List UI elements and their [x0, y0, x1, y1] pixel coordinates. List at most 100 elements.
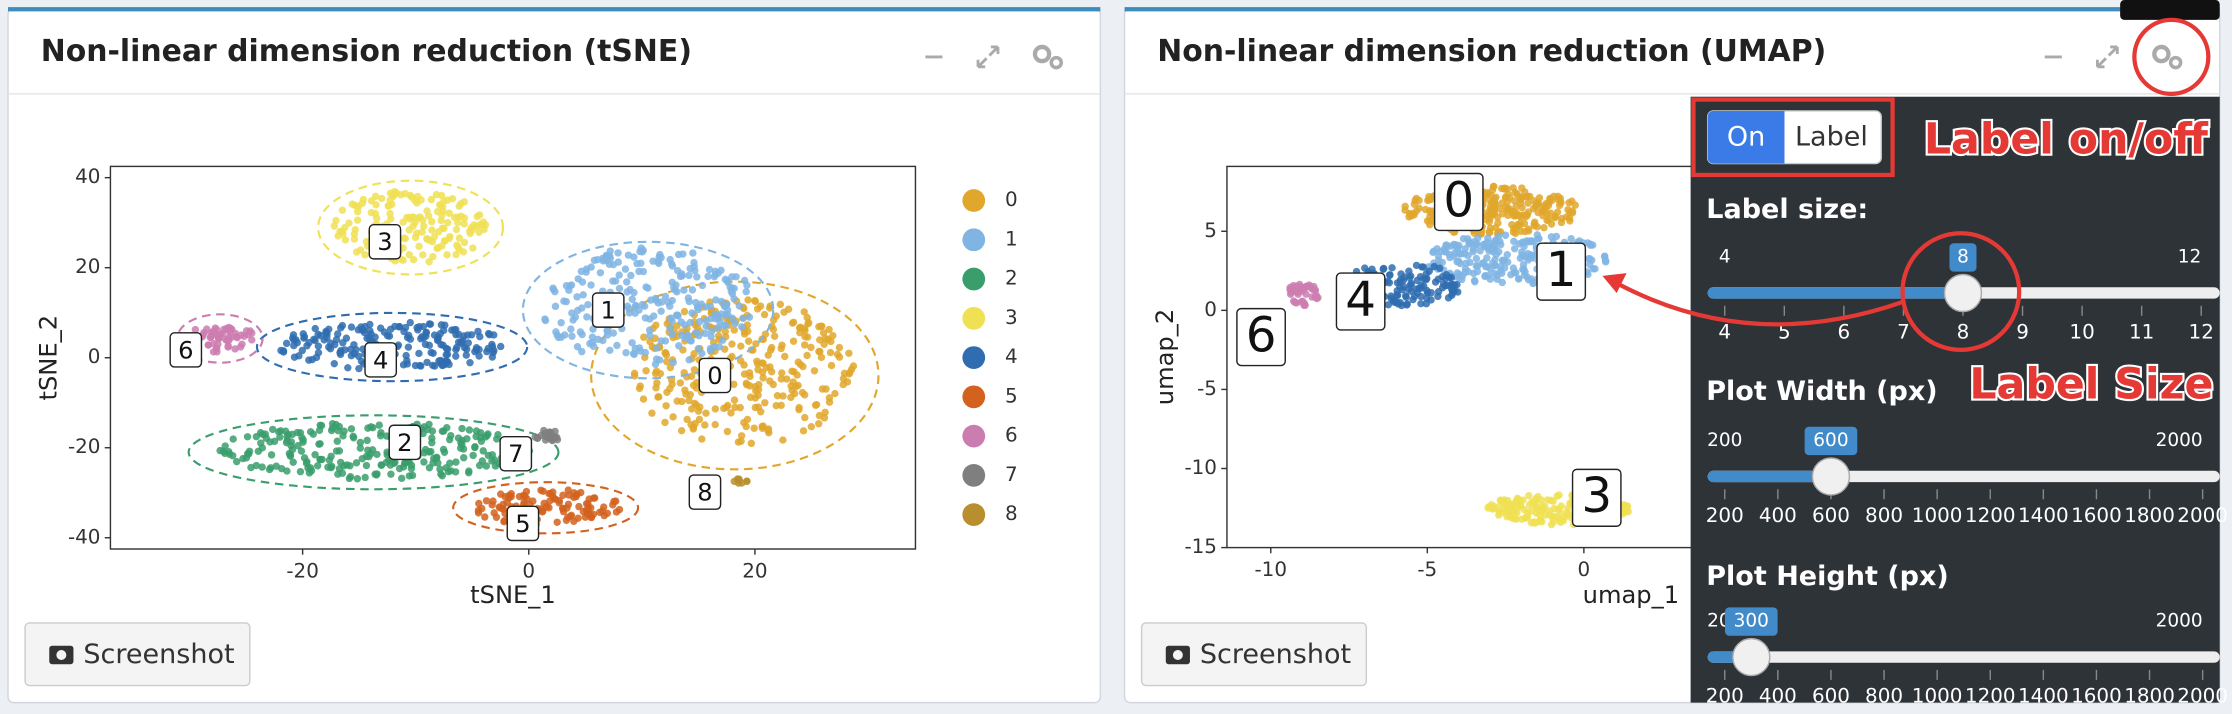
cluster-label-box [688, 474, 722, 510]
legend-label: 0 [1005, 188, 1018, 211]
slider-fill [1707, 287, 1963, 299]
cell-point [1529, 279, 1537, 288]
cell-point [411, 361, 420, 370]
cell-point [686, 336, 695, 345]
cell-point [744, 337, 753, 345]
toggle-off-label[interactable]: Label [1795, 121, 1868, 152]
slider-tick-label: 6 [1838, 320, 1851, 343]
cell-point [781, 352, 789, 361]
cell-point [685, 271, 693, 280]
button-label[interactable]: Screenshot [1200, 639, 1351, 670]
slider-tick-label: 800 [1865, 684, 1903, 707]
cell-point [657, 307, 665, 315]
cell-point [348, 200, 356, 208]
cell-point [1516, 199, 1525, 207]
settings-icon[interactable] [2152, 44, 2171, 64]
cell-point [1502, 193, 1510, 201]
cell-point [623, 278, 631, 286]
screenshot-button[interactable] [1140, 622, 1368, 687]
slider-handle[interactable] [1943, 273, 1983, 313]
cell-point [316, 440, 324, 448]
cell-point [460, 214, 469, 222]
cell-point [737, 342, 745, 350]
cell-point [680, 307, 689, 316]
slider-value: 8 [1957, 246, 1969, 267]
cell-point [452, 250, 460, 259]
cell-point [492, 513, 501, 521]
cell-point [356, 438, 365, 447]
cell-point [493, 435, 501, 443]
cell-point [779, 436, 787, 444]
cell-point [789, 318, 798, 326]
cell-point [1565, 214, 1574, 222]
expand-icon[interactable] [976, 45, 1000, 69]
cell-point [706, 346, 715, 355]
cell-point [439, 341, 447, 350]
cell-point [635, 384, 644, 393]
cell-point [383, 331, 392, 340]
slider-handle[interactable] [1811, 457, 1851, 496]
cluster-label: 7 [508, 440, 523, 468]
cell-point [707, 332, 715, 341]
cell-point [465, 467, 473, 475]
cell-point [416, 213, 424, 221]
cell-point [540, 426, 548, 435]
cell-point [425, 258, 433, 266]
cell-point [353, 475, 362, 483]
screenshot-button[interactable] [24, 622, 251, 687]
cell-point [355, 364, 363, 373]
cell-point [472, 346, 481, 354]
button-label[interactable]: Screenshot [83, 639, 234, 670]
cell-point [305, 356, 313, 364]
cell-point [673, 266, 682, 275]
slider-value: 600 [1813, 430, 1848, 451]
cell-point [658, 298, 666, 306]
toggle-on-label[interactable]: On [1727, 121, 1765, 152]
cell-point [324, 463, 332, 471]
cell-point [520, 498, 528, 506]
cell-point [780, 308, 788, 316]
cell-point [730, 295, 738, 303]
cell-point [642, 367, 650, 375]
y-tick-label: 20 [75, 255, 100, 278]
cell-point [1509, 184, 1517, 192]
cell-point [214, 333, 223, 342]
cell-point [1426, 195, 1435, 204]
cell-point [302, 459, 311, 468]
cell-point [340, 427, 348, 435]
slider[interactable]: Label size:4 124 5 6 7 8 9 10 11 128 [1706, 194, 2220, 343]
slider[interactable]: Plot Width (px) 200 2000 200 400 600 800 1000 12… [1706, 376, 2228, 527]
cell-point [352, 248, 361, 256]
cell-point [1527, 507, 1536, 515]
cell-point [578, 304, 586, 312]
cell-point [816, 347, 824, 356]
cell-point [325, 325, 333, 333]
cell-point [387, 470, 395, 478]
cell-point [682, 390, 690, 398]
settings-icon[interactable] [2168, 55, 2183, 70]
cell-point [1448, 291, 1456, 299]
expand-icon[interactable] [2095, 45, 2119, 69]
toggle-on[interactable] [1707, 110, 1785, 164]
cell-point [346, 345, 355, 354]
settings-icon[interactable] [1049, 55, 1064, 70]
cell-point [239, 454, 247, 463]
cell-point [1418, 263, 1426, 271]
slider-tick-label: 1400 [2018, 684, 2069, 707]
cell-point [460, 220, 468, 228]
cell-point [1379, 264, 1388, 273]
cell-point [777, 401, 785, 410]
slider-label: Label size: [1706, 194, 1868, 225]
cell-point [754, 403, 763, 411]
cell-point [405, 251, 413, 259]
cell-point [571, 313, 580, 321]
cell-point [332, 335, 341, 344]
slider-tick-label: 1800 [2124, 504, 2175, 527]
slider-handle[interactable] [1732, 637, 1771, 677]
cell-point [425, 320, 434, 328]
settings-icon[interactable] [1032, 44, 1052, 64]
cell-point [320, 336, 328, 344]
cluster-label-box [499, 435, 533, 472]
cell-point [428, 434, 436, 442]
